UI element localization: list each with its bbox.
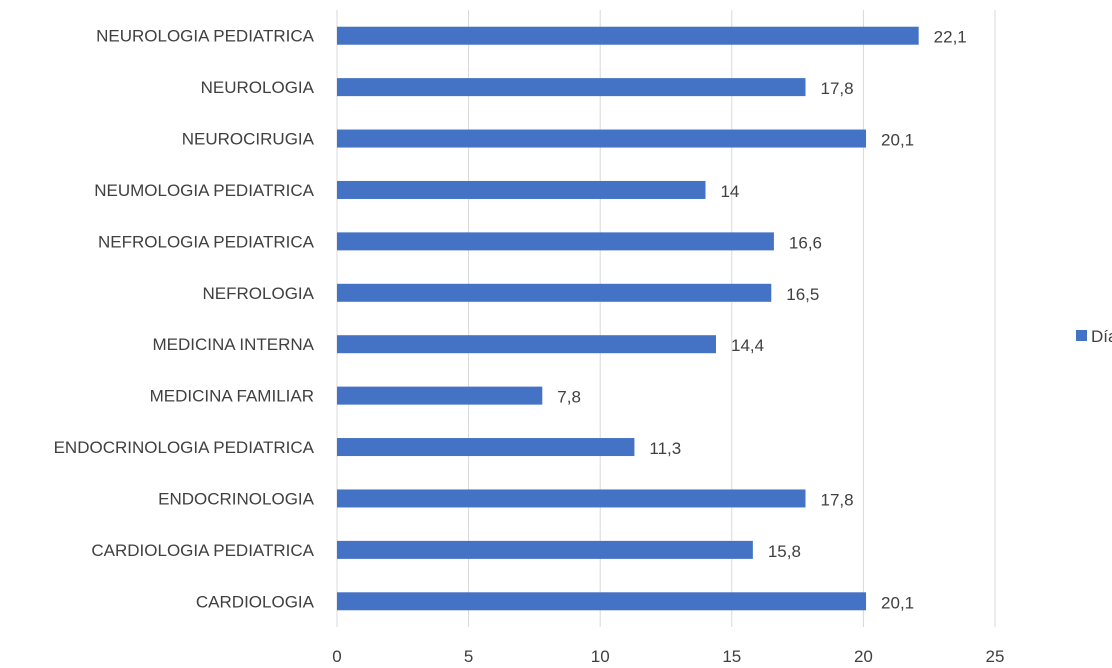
bar-medicina-familiar: [337, 386, 543, 405]
data-label-neurologia-pediatrica: 22,1: [934, 28, 967, 47]
data-label-nefrologia: 16,5: [786, 285, 819, 304]
bar-cardiologia-pediatrica: [337, 540, 753, 559]
data-labels: 20,1 15,8 17,8 11,3 7,8 14,4 16,5 16,6 14 20,1 17,…: [557, 28, 966, 613]
data-label-neurocirugia: 20,1: [881, 131, 914, 150]
gridlines: [336, 10, 996, 627]
x-tick-labels: 0 5 10 15 20 25: [332, 647, 1004, 666]
x-tick-label-25: 25: [986, 647, 1005, 666]
bar-medicina-interna: [337, 335, 717, 354]
bar-endocrinologia: [337, 489, 806, 508]
category-label-neurologia-pediatrica: NEUROLOGIA PEDIATRICA: [96, 27, 315, 46]
bar-neurologia: [337, 78, 806, 97]
x-tick-label-20: 20: [854, 647, 873, 666]
data-label-medicina-interna: 14,4: [731, 336, 764, 355]
bar-cardiologia: [337, 592, 867, 611]
bar-neurocirugia: [337, 129, 867, 148]
category-label-nefrologia-pediatrica: NEFROLOGIA PEDIATRICA: [98, 232, 315, 251]
data-label-neurologia: 17,8: [820, 79, 853, 98]
bar-nefrologia: [337, 283, 772, 302]
bar-neumologia-pediatrica: [337, 180, 706, 199]
bar-endocrinologia-pediatrica: [337, 438, 635, 457]
data-label-neumologia-pediatrica: 14: [720, 182, 739, 201]
category-label-neumologia-pediatrica: NEUMOLOGIA PEDIATRICA: [94, 181, 314, 200]
data-label-endocrinologia: 17,8: [820, 490, 853, 509]
category-label-nefrologia: NEFROLOGIA: [203, 284, 315, 303]
bars: [337, 26, 919, 611]
category-label-cardiologia-pediatrica: CARDIOLOGIA PEDIATRICA: [91, 541, 314, 560]
legend-label-dias: Días: [1091, 327, 1112, 346]
data-label-cardiologia: 20,1: [881, 593, 914, 612]
x-tick-label-10: 10: [591, 647, 610, 666]
x-tick-label-0: 0: [332, 647, 341, 666]
legend: Días: [1076, 327, 1112, 346]
category-label-endocrinologia-pediatrica: ENDOCRINOLOGIA PEDIATRICA: [54, 438, 315, 457]
category-label-cardiologia: CARDIOLOGIA: [196, 592, 315, 611]
bar-neurologia-pediatrica: [337, 26, 919, 45]
x-tick-label-5: 5: [464, 647, 473, 666]
data-label-nefrologia-pediatrica: 16,6: [789, 233, 822, 252]
category-label-neurologia: NEUROLOGIA: [201, 78, 315, 97]
category-label-medicina-familiar: MEDICINA FAMILIAR: [150, 387, 314, 406]
data-label-medicina-familiar: 7,8: [557, 388, 581, 407]
category-labels: CARDIOLOGIA CARDIOLOGIA PEDIATRICA ENDOCRI…: [54, 27, 315, 612]
category-label-medicina-interna: MEDICINA INTERNA: [152, 335, 314, 354]
bar-nefrologia-pediatrica: [337, 232, 774, 251]
legend-swatch: [1076, 330, 1087, 341]
data-label-endocrinologia-pediatrica: 11,3: [649, 439, 681, 458]
category-label-endocrinologia: ENDOCRINOLOGIA: [158, 489, 315, 508]
category-label-neurocirugia: NEUROCIRUGIA: [182, 130, 315, 149]
x-tick-label-15: 15: [722, 647, 741, 666]
data-label-cardiologia-pediatrica: 15,8: [768, 542, 801, 561]
